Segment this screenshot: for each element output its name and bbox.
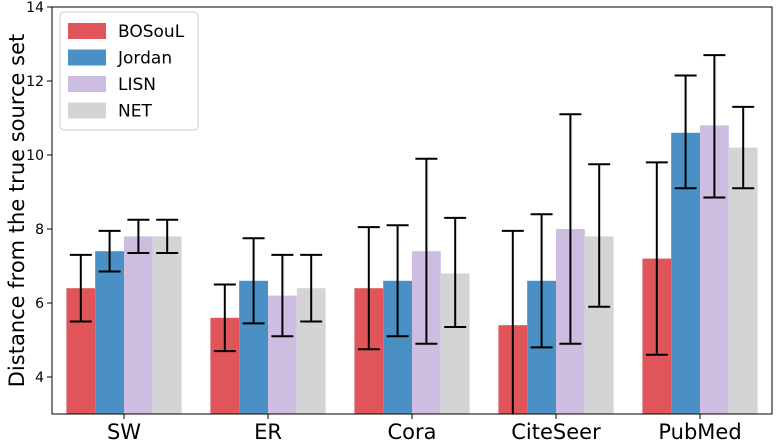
bars-layer xyxy=(66,125,758,415)
legend: BOSouL Jordan LISN NET xyxy=(59,11,199,131)
errorbar-lisn-cora xyxy=(415,157,438,345)
bar-jordan-sw xyxy=(95,251,124,414)
y-axis: 4 6 8 10 12 14 xyxy=(26,0,52,386)
errorbar-jordan-sw xyxy=(98,229,121,273)
y-axis-title: Distance from the true source set xyxy=(5,34,29,387)
errorbar-net-er xyxy=(300,253,323,323)
errorbar-lisn-er xyxy=(271,253,294,338)
error-bars-layer xyxy=(69,54,755,414)
legend-item-jordan: Jordan xyxy=(68,49,172,69)
legend-label: Jordan xyxy=(117,49,172,69)
y-tick-label: 10 xyxy=(26,148,44,164)
legend-item-net: NET xyxy=(68,102,152,122)
errorbar-net-cora xyxy=(444,216,467,329)
errorbar-bosoul-er xyxy=(213,283,236,353)
legend-label: NET xyxy=(118,102,152,122)
errorbar-lisn-pubmed xyxy=(703,54,726,199)
y-tick-label: 12 xyxy=(26,74,44,90)
legend-label: LISN xyxy=(118,75,156,95)
bar-net-pubmed xyxy=(728,147,758,414)
y-tick-label: 8 xyxy=(35,222,44,238)
errorbar-bosoul-cora xyxy=(357,226,380,351)
errorbar-bosoul-pubmed xyxy=(645,161,668,356)
x-tick-label-er: ER xyxy=(254,420,282,440)
errorbar-jordan-citeseer xyxy=(530,213,553,349)
errorbar-lisn-citeseer xyxy=(559,113,582,345)
x-tick-label-citeseer: CiteSeer xyxy=(511,420,601,440)
errorbar-net-pubmed xyxy=(732,105,755,190)
legend-swatch xyxy=(68,102,106,119)
legend-swatch xyxy=(68,49,106,66)
errorbar-jordan-er xyxy=(242,237,265,325)
errorbar-jordan-cora xyxy=(386,224,409,338)
legend-label: BOSouL xyxy=(118,22,185,42)
x-tick-label-sw: SW xyxy=(107,420,141,440)
legend-swatch xyxy=(68,76,106,92)
errorbar-bosoul-citeseer xyxy=(501,229,524,414)
legend-item-bosoul: BOSouL xyxy=(68,22,185,42)
legend-item-lisn: LISN xyxy=(68,75,156,95)
errorbar-lisn-sw xyxy=(127,218,150,255)
legend-box xyxy=(59,11,199,131)
legend-swatch xyxy=(68,23,106,39)
errorbar-jordan-pubmed xyxy=(674,74,697,190)
y-tick-label: 4 xyxy=(35,370,44,386)
x-tick-label-pubmed: PubMed xyxy=(658,420,741,440)
errorbar-bosoul-sw xyxy=(69,253,92,323)
bar-lisn-sw xyxy=(124,236,153,414)
y-tick-label: 14 xyxy=(26,0,44,16)
x-tick-label-cora: Cora xyxy=(387,420,436,440)
errorbar-net-sw xyxy=(156,218,179,255)
errorbar-net-citeseer xyxy=(588,163,611,308)
bar-net-sw xyxy=(152,236,182,414)
y-tick-label: 6 xyxy=(35,296,44,312)
x-axis: SW ER Cora CiteSeer PubMed xyxy=(107,414,742,440)
